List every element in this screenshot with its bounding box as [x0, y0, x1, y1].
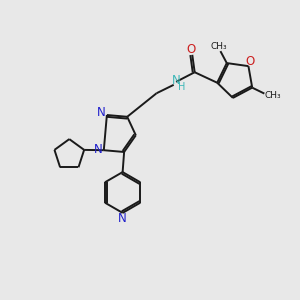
Text: CH₃: CH₃	[264, 91, 281, 100]
Text: O: O	[245, 55, 254, 68]
Text: O: O	[186, 43, 195, 56]
Text: CH₃: CH₃	[211, 42, 227, 51]
Text: N: N	[94, 143, 103, 156]
Text: N: N	[97, 106, 106, 119]
Text: H: H	[178, 82, 185, 92]
Text: N: N	[118, 212, 127, 225]
Text: N: N	[171, 74, 180, 87]
